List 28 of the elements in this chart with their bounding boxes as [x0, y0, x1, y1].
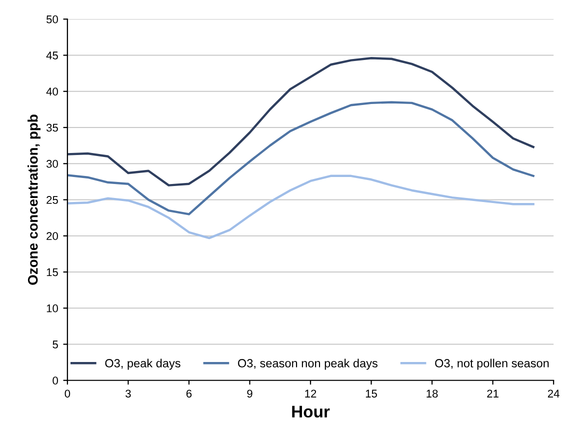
x-tick-label: 12	[305, 390, 316, 398]
line-series	[67, 101, 534, 216]
y-tick-label: 20	[46, 232, 58, 240]
y-tick-label: 5	[52, 340, 58, 348]
y-tick-label: 45	[46, 52, 58, 60]
y-tick-label: 0	[52, 376, 58, 385]
y-tick-label: 35	[46, 124, 58, 132]
y-tick-label: 30	[46, 160, 58, 168]
y-tick-label: 25	[46, 196, 58, 204]
x-tick-label: 6	[186, 390, 192, 398]
legend-label: O3, peak days	[105, 358, 180, 370]
x-axis-title: Hour	[292, 406, 330, 418]
x-tick-label: 9	[247, 390, 252, 398]
y-axis-title: Ozone concentration, ppb	[28, 114, 40, 285]
x-tick-label: 0	[64, 390, 70, 398]
legend-label: O3, season non peak days	[238, 358, 378, 370]
x-tick-label: 18	[426, 390, 438, 398]
y-tick-label: 15	[46, 268, 58, 276]
legend-label: O3, not pollen season	[435, 358, 549, 370]
x-tick-label: 15	[366, 390, 377, 398]
y-tick-label: 10	[46, 304, 58, 312]
x-tick-label: 24	[548, 390, 560, 398]
line-series	[67, 57, 534, 186]
x-tick-label: 3	[126, 390, 131, 398]
y-tick-label: 50	[46, 15, 58, 24]
x-tick-label: 21	[487, 390, 498, 398]
y-tick-label: 40	[46, 88, 58, 96]
line-series	[67, 174, 534, 240]
